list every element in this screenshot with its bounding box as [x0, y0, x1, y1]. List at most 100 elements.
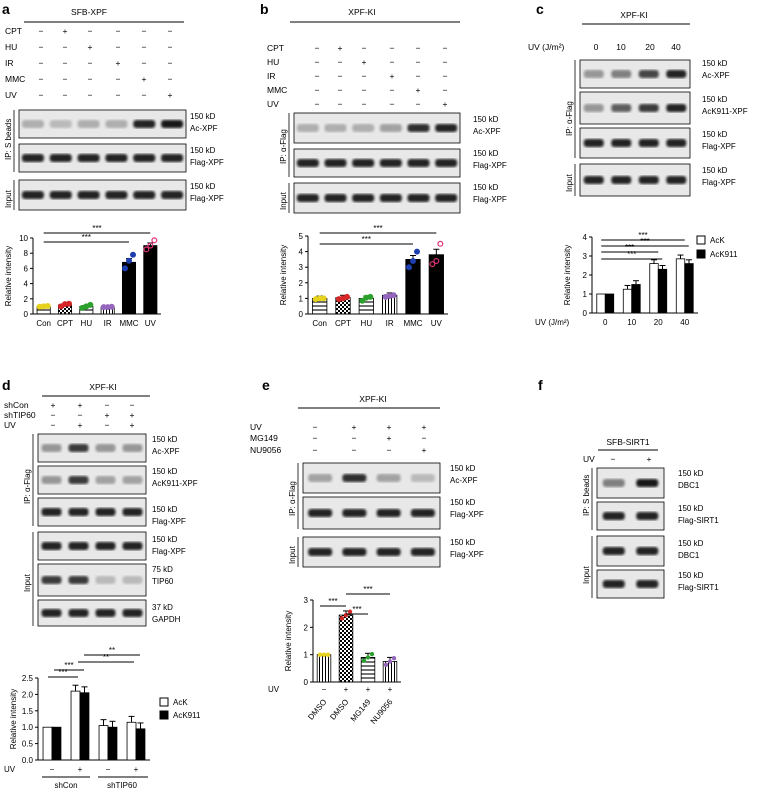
data-point: [343, 612, 349, 618]
panel-a: a SFB-XPF CPT HU IR MMC UV − + − − − − − − + − − − −…: [2, 1, 224, 328]
blot-band: [611, 176, 632, 184]
protein-label: AcK911-XPF: [702, 107, 748, 116]
blot-band: [296, 194, 319, 202]
row-label: shTIP60: [4, 410, 36, 420]
x-tick-label: NU9056: [369, 697, 395, 726]
treatment-sign: −: [105, 400, 110, 410]
panel-label: e: [262, 377, 270, 393]
blot-band: [352, 194, 375, 202]
group-label: Input: [565, 173, 574, 192]
kd-label: 150 kD: [450, 464, 476, 473]
kd-label: 150 kD: [678, 539, 704, 548]
data-point: [429, 261, 436, 268]
row-label: shCon: [4, 400, 29, 410]
treatment-sign: −: [63, 74, 68, 84]
significance-label: ***: [640, 237, 649, 246]
blot-band: [342, 474, 367, 482]
data-point: [414, 248, 421, 255]
group-label: Input: [279, 191, 288, 210]
treatment-sign: +: [51, 400, 56, 410]
treatment-sign: −: [105, 420, 110, 430]
row-label: UV: [250, 422, 262, 432]
data-point: [347, 609, 353, 614]
row-label: HU: [267, 57, 279, 67]
group-label: IP: α-Flag: [565, 101, 574, 136]
uv-sign: +: [388, 685, 393, 694]
treatment-sign: −: [78, 410, 83, 420]
blot-band: [379, 159, 402, 167]
bar: [316, 654, 332, 683]
treatment-sign: −: [338, 85, 343, 95]
data-point: [387, 659, 393, 664]
treatment-sign: −: [88, 58, 93, 68]
dose: 10: [616, 42, 626, 52]
legend-swatch: [159, 697, 169, 707]
blot-band: [68, 542, 89, 550]
treatment-sign: −: [39, 90, 44, 100]
kd-label: 150 kD: [152, 535, 178, 544]
protein-label: Flag-SIRT1: [678, 516, 719, 525]
significance-label: ***: [625, 243, 634, 252]
blot-band: [68, 508, 89, 516]
blot-band: [435, 194, 458, 202]
blot-ac-xpf: [293, 112, 461, 144]
uv-row-label: UV: [4, 765, 16, 774]
dose: 40: [671, 42, 681, 52]
x-axis-label: UV (J/m²): [535, 318, 570, 327]
treatment-sign: +: [422, 422, 427, 432]
treatment-sign: −: [168, 42, 173, 52]
blot-band: [324, 159, 347, 167]
blot-band: [49, 120, 72, 128]
data-point: [44, 303, 51, 310]
blot-band: [95, 508, 116, 516]
y-tick-label: 3: [304, 596, 309, 605]
blot-band: [41, 444, 62, 452]
protein-label: AcK911-XPF: [152, 479, 198, 488]
panel-label: f: [538, 377, 543, 393]
bar: [135, 728, 146, 761]
blot-band: [95, 576, 116, 584]
treatment-sign: −: [315, 85, 320, 95]
treatment-sign: −: [51, 420, 56, 430]
bar: [684, 263, 694, 314]
kd-label: 150 kD: [678, 504, 704, 513]
treatment-sign: −: [338, 99, 343, 109]
y-tick-label: 10: [19, 234, 28, 243]
protein-label: Flag-XPF: [190, 194, 224, 203]
bar-chart: 0 1 2 3 4 5 Relative intensity Con CPT HU IR MMC UV *…: [279, 224, 448, 328]
treatment-sign: −: [387, 445, 392, 455]
bar: [98, 725, 109, 761]
kd-label: 150 kD: [152, 435, 178, 444]
data-point: [383, 662, 389, 667]
group-label: shCon: [54, 781, 77, 790]
treatment-sign: −: [116, 42, 121, 52]
y-tick-label: 0: [299, 310, 304, 319]
kd-label: 150 kD: [702, 166, 728, 175]
bar: [622, 288, 633, 314]
treatment-sign: −: [338, 71, 343, 81]
treatment-sign: +: [63, 26, 68, 36]
data-point: [65, 300, 72, 307]
blot-band: [583, 104, 604, 112]
blot-band: [49, 191, 72, 199]
blot-band: [21, 154, 44, 162]
blot-band: [68, 476, 89, 484]
panel-b: b XPF-KI CPT HU IR MMC UV − + − − − − − − + − − − − −…: [260, 1, 507, 328]
protein-label: GAPDH: [152, 615, 181, 624]
y-tick-label: 4: [583, 233, 588, 242]
blot-band: [407, 194, 430, 202]
y-tick-label: 3: [299, 263, 304, 272]
kd-label: 150 kD: [190, 182, 216, 191]
protein-label: Ac-XPF: [702, 71, 730, 80]
treatment-sign: −: [315, 43, 320, 53]
treatment-sign: −: [390, 43, 395, 53]
y-tick-label: 1: [583, 290, 588, 299]
y-axis-label: Relative intensity: [563, 245, 572, 305]
kd-label: 150 kD: [678, 571, 704, 580]
blot-band: [122, 542, 143, 550]
group-label: IP: α-Flag: [288, 481, 297, 516]
treatment-matrix: shCon + + − −shTIP60− − + +UV − + − +: [4, 400, 135, 430]
x-tick-label: MMC: [119, 319, 138, 328]
blot-flag-xpf: [293, 148, 461, 178]
data-point: [108, 303, 115, 310]
